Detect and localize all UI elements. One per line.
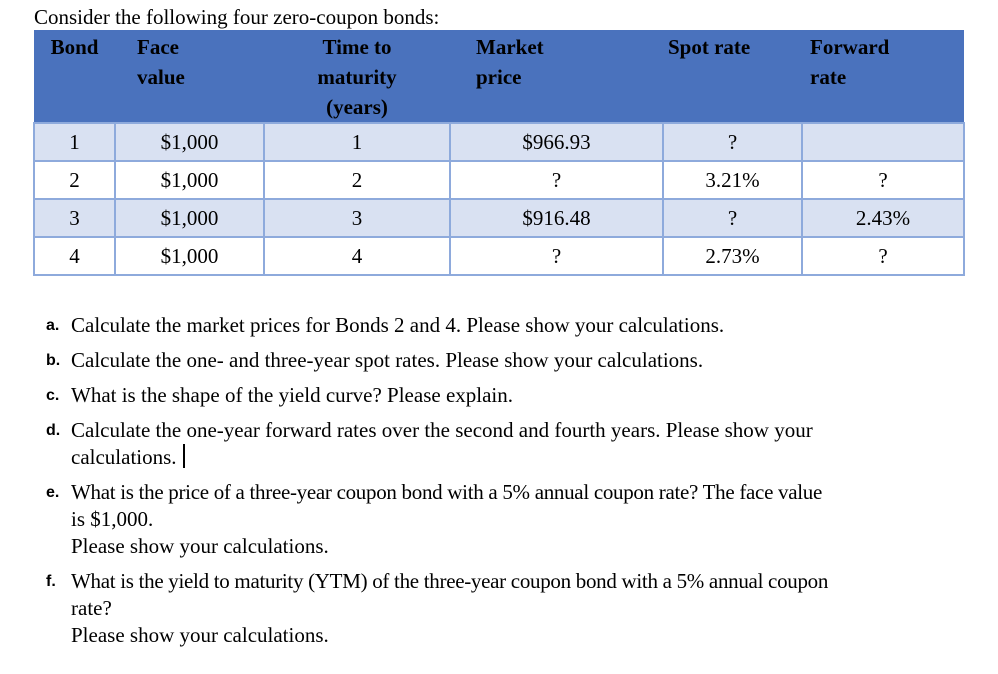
header-market-price: Market price	[450, 30, 663, 123]
header-bond: Bond	[34, 30, 115, 123]
cell-market-price: $916.48	[449, 198, 664, 238]
cell-spot-rate: ?	[662, 198, 803, 238]
list-marker: c.	[46, 387, 60, 404]
cell-forward-rate	[801, 122, 965, 162]
cell-bond: 1	[33, 122, 116, 162]
cell-spot-rate: 3.21%	[662, 160, 803, 200]
cell-face-value: $1,000	[114, 236, 265, 276]
table-row: 4 $1,000 4 ? 2.73% ?	[33, 236, 965, 276]
question-f: f. What is the yield to maturity (YTM) o…	[46, 569, 829, 647]
cell-spot-rate: 2.73%	[662, 236, 803, 276]
table-row: 3 $1,000 3 $916.48 ? 2.43%	[33, 198, 965, 238]
cell-time: 2	[263, 160, 451, 200]
cell-market-price: ?	[449, 160, 664, 200]
header-time-to-maturity: Time to maturity (years)	[264, 30, 450, 123]
cell-forward-rate: ?	[801, 160, 965, 200]
table-header-row: Bond Face value Time to maturity (years)…	[34, 30, 964, 123]
question-e: e. What is the price of a three-year cou…	[46, 480, 823, 558]
cell-market-price: ?	[449, 236, 664, 276]
cell-forward-rate: 2.43%	[801, 198, 965, 238]
cell-bond: 3	[33, 198, 116, 238]
cell-bond: 4	[33, 236, 116, 276]
table-row: 2 $1,000 2 ? 3.21% ?	[33, 160, 965, 200]
header-forward-rate: Forward rate	[802, 30, 964, 123]
cell-market-price: $966.93	[449, 122, 664, 162]
cell-face-value: $1,000	[114, 160, 265, 200]
cell-time: 3	[263, 198, 451, 238]
cell-bond: 2	[33, 160, 116, 200]
question-list: a. Calculate the market prices for Bonds…	[46, 312, 976, 657]
list-marker: d.	[46, 422, 61, 439]
header-face-value: Face value	[115, 30, 264, 123]
cell-time: 1	[263, 122, 451, 162]
bonds-table: Bond Face value Time to maturity (years)…	[33, 30, 965, 276]
list-marker: b.	[46, 352, 61, 369]
cell-spot-rate: ?	[662, 122, 803, 162]
cell-face-value: $1,000	[114, 198, 265, 238]
table-row: 1 $1,000 1 $966.93 ?	[33, 122, 965, 162]
header-spot-rate: Spot rate	[663, 30, 802, 123]
text-cursor	[182, 444, 185, 468]
cell-forward-rate: ?	[801, 236, 965, 276]
cell-time: 4	[263, 236, 451, 276]
question-a: a. Calculate the market prices for Bonds…	[46, 313, 725, 337]
intro-text: Consider the following four zero-coupon …	[34, 5, 440, 29]
question-b: b. Calculate the one- and three-year spo…	[46, 348, 704, 372]
list-marker: a.	[46, 317, 60, 334]
question-d: d. Calculate the one-year forward rates …	[46, 418, 813, 469]
list-marker: e.	[46, 484, 60, 501]
cell-face-value: $1,000	[114, 122, 265, 162]
list-marker: f.	[46, 573, 56, 590]
question-c: c. What is the shape of the yield curve?…	[46, 383, 514, 407]
